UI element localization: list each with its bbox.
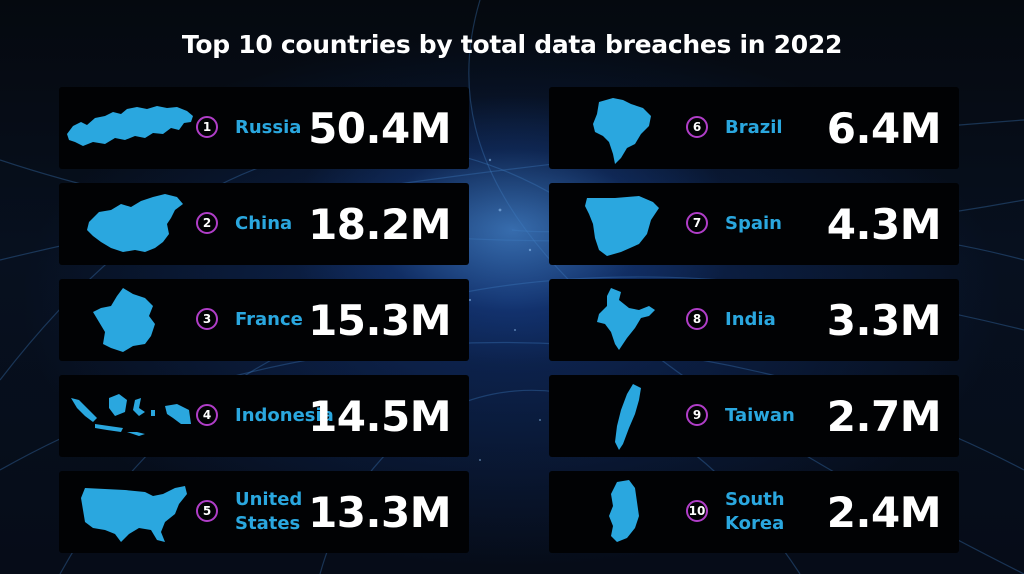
- country-label: India: [725, 309, 776, 330]
- breach-value: 3.3M: [826, 295, 942, 345]
- table-row: 9 Taiwan 2.7M: [549, 375, 959, 457]
- rank-badge: 4: [196, 404, 218, 426]
- rank-badge: 1: [196, 116, 218, 138]
- breach-value: 6.4M: [826, 103, 942, 153]
- table-row: 3 France 15.3M: [59, 279, 469, 361]
- table-row: 5 United States 13.3M: [59, 471, 469, 553]
- chart-title: Top 10 countries by total data breaches …: [181, 30, 843, 59]
- country-label: France: [235, 309, 303, 330]
- country-label: South Korea: [725, 489, 785, 534]
- country-label: Taiwan: [725, 405, 795, 426]
- rank-badge: 3: [196, 308, 218, 330]
- rank-badge: 9: [686, 404, 708, 426]
- table-row: 7 Spain 4.3M: [549, 183, 959, 265]
- table-row: 4 Indonesia 14.5M: [59, 375, 469, 457]
- brazil-map-icon: [555, 92, 685, 164]
- united-states-map-icon: [65, 476, 195, 548]
- rank-badge: 6: [686, 116, 708, 138]
- taiwan-map-icon: [555, 380, 685, 452]
- rank-badge: 2: [196, 212, 218, 234]
- rank-badge: 7: [686, 212, 708, 234]
- rank-badge: 5: [196, 500, 218, 522]
- spain-map-icon: [555, 188, 685, 260]
- rank-badge: 8: [686, 308, 708, 330]
- table-row: 2 China 18.2M: [59, 183, 469, 265]
- table-row: 8 India 3.3M: [549, 279, 959, 361]
- rank-badge: 10: [686, 500, 708, 522]
- india-map-icon: [555, 284, 685, 356]
- country-label: Indonesia: [235, 405, 334, 426]
- breach-value: 50.4M: [308, 103, 451, 153]
- breach-value: 2.7M: [826, 391, 942, 441]
- china-map-icon: [65, 188, 195, 260]
- breach-value: 2.4M: [826, 487, 942, 537]
- table-row: 1 Russia 50.4M: [59, 87, 469, 169]
- indonesia-map-icon: [65, 380, 195, 452]
- country-label: United States: [235, 489, 303, 534]
- france-map-icon: [65, 284, 195, 356]
- country-label: China: [235, 213, 293, 234]
- breach-value: 14.5M: [308, 391, 451, 441]
- south-korea-map-icon: [555, 476, 685, 548]
- table-row: 10 South Korea 2.4M: [549, 471, 959, 553]
- breach-value: 18.2M: [308, 199, 451, 249]
- breach-value: 15.3M: [308, 295, 451, 345]
- russia-map-icon: [65, 92, 195, 164]
- table-row: 6 Brazil 6.4M: [549, 87, 959, 169]
- country-label: Russia: [235, 117, 302, 138]
- country-label: Spain: [725, 213, 782, 234]
- breach-value: 4.3M: [826, 199, 942, 249]
- country-label: Brazil: [725, 117, 783, 138]
- breach-value: 13.3M: [308, 487, 451, 537]
